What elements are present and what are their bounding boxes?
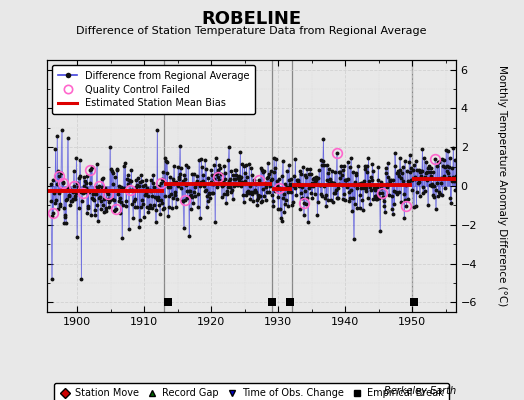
Text: ROBELINE: ROBELINE [201,10,302,28]
Text: Difference of Station Temperature Data from Regional Average: Difference of Station Temperature Data f… [77,26,427,36]
Y-axis label: Monthly Temperature Anomaly Difference (°C): Monthly Temperature Anomaly Difference (… [497,65,507,307]
Legend: Station Move, Record Gap, Time of Obs. Change, Empirical Break: Station Move, Record Gap, Time of Obs. C… [54,383,449,400]
Text: Berkeley Earth: Berkeley Earth [384,386,456,396]
